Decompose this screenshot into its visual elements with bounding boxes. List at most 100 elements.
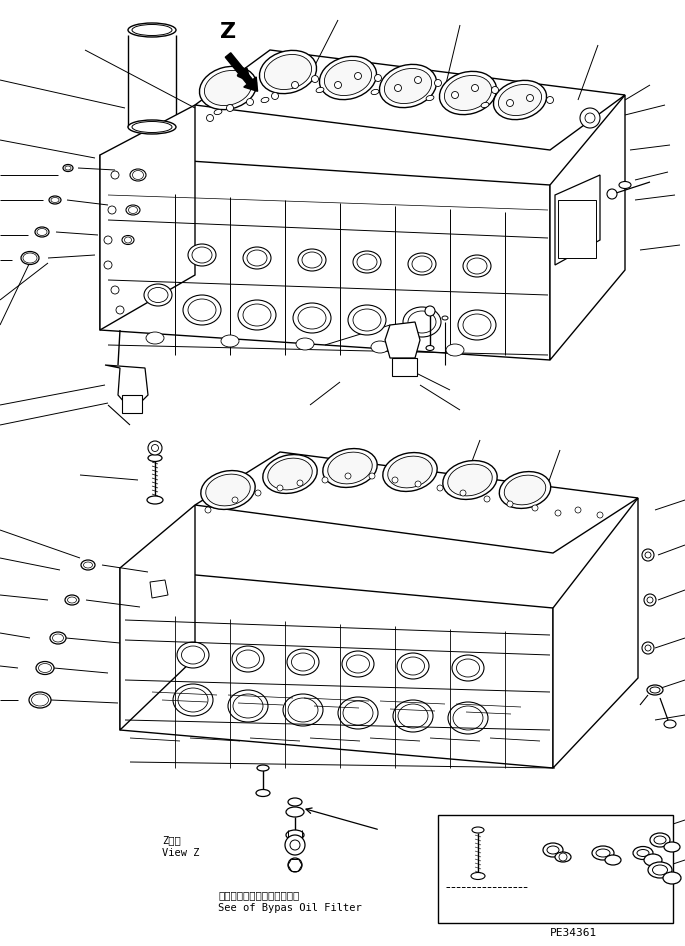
Ellipse shape xyxy=(348,305,386,335)
Circle shape xyxy=(290,840,300,850)
Ellipse shape xyxy=(637,850,649,856)
Ellipse shape xyxy=(298,249,326,271)
Ellipse shape xyxy=(238,300,276,330)
Circle shape xyxy=(395,84,401,92)
Ellipse shape xyxy=(342,651,374,677)
Ellipse shape xyxy=(605,855,621,865)
Ellipse shape xyxy=(633,847,653,860)
Polygon shape xyxy=(553,498,638,768)
Ellipse shape xyxy=(393,700,433,732)
Circle shape xyxy=(111,286,119,294)
Ellipse shape xyxy=(298,307,326,329)
Polygon shape xyxy=(100,155,550,360)
Ellipse shape xyxy=(446,344,464,356)
Circle shape xyxy=(369,473,375,479)
Ellipse shape xyxy=(323,448,377,487)
Ellipse shape xyxy=(445,76,492,111)
Ellipse shape xyxy=(286,830,304,840)
Ellipse shape xyxy=(288,798,302,806)
Polygon shape xyxy=(120,505,195,730)
Circle shape xyxy=(484,496,490,502)
Text: Z　視: Z 視 xyxy=(162,835,181,845)
Text: PE34361: PE34361 xyxy=(550,928,597,938)
Ellipse shape xyxy=(204,70,251,106)
Circle shape xyxy=(206,114,214,121)
Text: バイパスオイルフィルタ参照: バイパスオイルフィルタ参照 xyxy=(218,890,299,900)
Circle shape xyxy=(597,512,603,518)
Ellipse shape xyxy=(543,843,563,857)
Ellipse shape xyxy=(188,299,216,321)
Circle shape xyxy=(255,490,261,496)
Ellipse shape xyxy=(408,311,436,333)
Circle shape xyxy=(104,236,112,244)
Polygon shape xyxy=(550,95,625,360)
Circle shape xyxy=(451,92,458,98)
Circle shape xyxy=(227,104,234,112)
Circle shape xyxy=(492,86,499,94)
Circle shape xyxy=(532,505,538,511)
Ellipse shape xyxy=(343,701,373,725)
Circle shape xyxy=(277,485,283,491)
Text: Z: Z xyxy=(220,22,236,42)
Circle shape xyxy=(527,95,534,101)
Text: See of Bypas Oil Filter: See of Bypas Oil Filter xyxy=(218,903,362,913)
Circle shape xyxy=(322,477,328,483)
Ellipse shape xyxy=(63,165,73,171)
Circle shape xyxy=(271,93,279,99)
Circle shape xyxy=(437,485,443,491)
Ellipse shape xyxy=(51,198,59,202)
Circle shape xyxy=(355,73,362,79)
Ellipse shape xyxy=(178,688,208,712)
Ellipse shape xyxy=(261,97,269,102)
Ellipse shape xyxy=(456,659,480,677)
Circle shape xyxy=(205,507,211,513)
Circle shape xyxy=(425,306,435,316)
Ellipse shape xyxy=(283,694,323,726)
Ellipse shape xyxy=(132,25,172,36)
Ellipse shape xyxy=(81,560,95,570)
Circle shape xyxy=(292,81,299,89)
Ellipse shape xyxy=(84,562,92,568)
Ellipse shape xyxy=(177,642,209,668)
Ellipse shape xyxy=(287,649,319,675)
Ellipse shape xyxy=(214,110,222,114)
Bar xyxy=(438,815,673,923)
Ellipse shape xyxy=(499,84,542,115)
Polygon shape xyxy=(120,568,553,768)
Ellipse shape xyxy=(233,694,263,718)
Ellipse shape xyxy=(327,452,372,483)
Circle shape xyxy=(460,490,466,496)
Ellipse shape xyxy=(257,765,269,771)
Ellipse shape xyxy=(443,461,497,499)
Ellipse shape xyxy=(547,846,559,854)
Ellipse shape xyxy=(302,252,322,268)
Ellipse shape xyxy=(471,872,485,880)
Circle shape xyxy=(647,597,653,603)
Ellipse shape xyxy=(147,496,163,504)
Ellipse shape xyxy=(453,706,483,730)
Ellipse shape xyxy=(243,304,271,326)
Ellipse shape xyxy=(228,690,268,722)
Ellipse shape xyxy=(371,341,389,353)
Circle shape xyxy=(104,261,112,269)
Circle shape xyxy=(297,480,303,486)
Circle shape xyxy=(507,501,513,507)
Circle shape xyxy=(116,306,124,314)
Ellipse shape xyxy=(398,704,428,728)
Ellipse shape xyxy=(293,303,331,333)
Bar xyxy=(122,395,142,413)
Ellipse shape xyxy=(268,458,312,490)
Ellipse shape xyxy=(36,661,54,674)
Ellipse shape xyxy=(388,456,432,488)
Circle shape xyxy=(575,507,581,513)
Ellipse shape xyxy=(148,288,168,303)
Ellipse shape xyxy=(664,842,680,852)
Ellipse shape xyxy=(452,655,484,681)
Ellipse shape xyxy=(286,807,304,817)
Ellipse shape xyxy=(182,646,205,664)
Ellipse shape xyxy=(384,68,432,103)
Ellipse shape xyxy=(260,50,316,94)
Circle shape xyxy=(559,853,567,861)
Circle shape xyxy=(415,481,421,487)
Ellipse shape xyxy=(316,87,324,93)
